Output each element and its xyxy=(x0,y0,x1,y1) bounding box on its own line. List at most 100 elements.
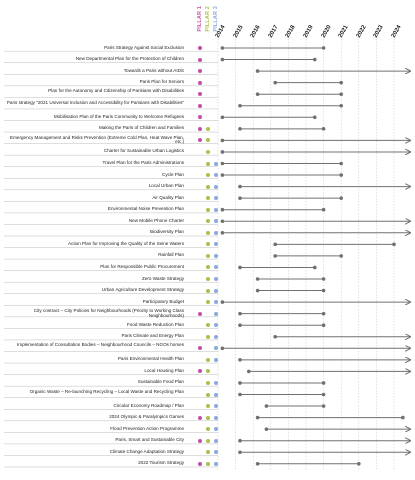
plan-end-marker xyxy=(321,207,326,212)
plan-label: Paris Strategy Against Social Exclusion xyxy=(104,44,184,50)
plan-start-marker xyxy=(238,184,242,189)
pillar-1-dot xyxy=(198,138,202,143)
pillar-3-dot xyxy=(214,311,218,316)
pillar-3-dot xyxy=(214,404,218,409)
plan-start-marker xyxy=(255,277,260,281)
pillar-1-dot xyxy=(198,438,202,443)
pillar-3-dot xyxy=(214,427,218,432)
pillar-1-dot xyxy=(198,92,202,97)
plan-start-marker xyxy=(264,427,269,431)
plan-label: Charter for Sustainable Urban Logistics xyxy=(103,148,184,154)
plan-start-marker xyxy=(247,369,251,374)
plan-end-marker xyxy=(339,80,344,85)
plan-label: New Departmental Plan for the Protection… xyxy=(75,56,184,62)
pillar-3-dot xyxy=(214,461,218,466)
plan-end-marker xyxy=(313,57,317,62)
plan-end-marker xyxy=(321,46,326,50)
pillar-2-dot xyxy=(206,253,210,258)
plan-label: Circular Economy Roadmap / Plan xyxy=(113,402,184,408)
pillar-2-dot xyxy=(206,277,210,281)
pillar-2-dot xyxy=(206,219,210,224)
plan-start-marker xyxy=(220,57,225,62)
pillar-3-dot xyxy=(214,184,218,189)
plan-end-marker xyxy=(339,196,344,200)
pillar-2-dot xyxy=(206,380,210,385)
plan-label: Environmental Noise Prevention Plan xyxy=(107,206,184,212)
plan-label: Participatory Budget xyxy=(142,298,184,304)
plan-end-marker xyxy=(313,265,317,270)
plan-start-marker xyxy=(220,173,225,177)
plan-start-marker xyxy=(220,138,225,143)
plan-end-marker xyxy=(401,415,405,420)
pillar-1-dot xyxy=(198,69,202,74)
pillar-1-dot xyxy=(198,46,202,50)
pillar-2-dot xyxy=(206,427,210,432)
pillar-2-dot xyxy=(206,149,210,154)
plan-start-marker xyxy=(273,80,278,85)
plan-label: Biodiversity Plan xyxy=(150,229,184,235)
pillar-2-dot xyxy=(206,242,210,247)
plan-start-marker xyxy=(220,207,225,212)
pillar-2-dot xyxy=(206,161,210,166)
plan-label: Paris Climate and Energy Plan xyxy=(121,333,184,339)
pillar-1-dot xyxy=(198,103,202,108)
pillar-3-dot xyxy=(214,277,218,281)
pillar-3-dot xyxy=(214,346,218,351)
pillar-3-dot xyxy=(214,450,218,455)
plan-start-marker xyxy=(238,450,242,455)
plan-start-marker xyxy=(273,334,278,339)
pillar-2-dot xyxy=(206,230,210,235)
pillar-3-dot xyxy=(214,242,218,247)
plan-start-marker xyxy=(238,127,242,131)
pillar-2-dot xyxy=(206,265,210,270)
pillar-2-dot xyxy=(206,207,210,212)
pillar-3-dot xyxy=(214,357,218,362)
plan-end-marker xyxy=(321,288,326,293)
pillar-3-dot xyxy=(214,334,218,339)
pillar-3-dot xyxy=(214,323,218,328)
plan-end-marker xyxy=(339,254,344,258)
pillar-3-dot xyxy=(214,300,218,305)
plan-label: Flood Prevention Action Programme xyxy=(110,425,184,431)
pillar-2-dot xyxy=(206,138,210,143)
pillar-3-dot xyxy=(214,161,218,166)
plan-label: Cycle Plan xyxy=(162,171,184,177)
plan-start-marker xyxy=(238,358,242,362)
plan-label: Mobilisation Plan of the Paris Community… xyxy=(53,113,184,119)
plan-end-marker xyxy=(357,462,361,466)
plan-end-marker xyxy=(313,115,317,120)
pillar-3-dot xyxy=(214,230,218,235)
pillar-1-dot xyxy=(198,415,202,420)
pillar-2-dot xyxy=(206,323,210,328)
pillar-2-dot xyxy=(206,404,210,409)
plan-start-marker xyxy=(220,300,225,304)
pillar-1-dot xyxy=(198,57,202,62)
plan-start-marker xyxy=(255,288,260,293)
plan-label: Organic Waste – Re-launching Recycling –… xyxy=(29,388,184,394)
plan-label: Urban Agriculture Development Strategy xyxy=(101,287,184,293)
plan-label: Air Quality Plan xyxy=(152,194,184,200)
plan-start-marker xyxy=(255,69,260,73)
pillar-2-dot xyxy=(206,288,210,293)
pillar-2-dot xyxy=(206,126,210,131)
plan-end-marker xyxy=(321,277,326,281)
plan-start-marker xyxy=(220,46,225,50)
plan-start-marker xyxy=(238,265,242,270)
plan-label: Sustainable Food Plan xyxy=(137,379,184,385)
plan-label: Local Urban Plan xyxy=(148,183,184,189)
pillar-3-dot xyxy=(214,173,218,178)
plan-label: Travel Plan for the Paris Administration… xyxy=(102,160,184,165)
plan-end-marker xyxy=(321,311,326,316)
plan-label: Implementation of Consultation Bodies – … xyxy=(17,342,184,348)
pillar-2-dot xyxy=(206,357,210,362)
plan-start-marker xyxy=(255,92,260,96)
plan-label: Paris strategy "2021 Universal Inclusion… xyxy=(6,99,184,105)
pillar-3-dot xyxy=(214,288,218,293)
pillar-3-dot xyxy=(214,196,218,201)
pillar-1-dot xyxy=(198,80,202,85)
pillar-1-dot xyxy=(198,461,202,466)
pillar-header-1: PILLAR 1 xyxy=(197,6,203,32)
plan-end-marker xyxy=(321,404,326,408)
pillar-1-dot xyxy=(198,115,202,120)
pillar-header-2: PILLAR 2 xyxy=(205,6,211,32)
